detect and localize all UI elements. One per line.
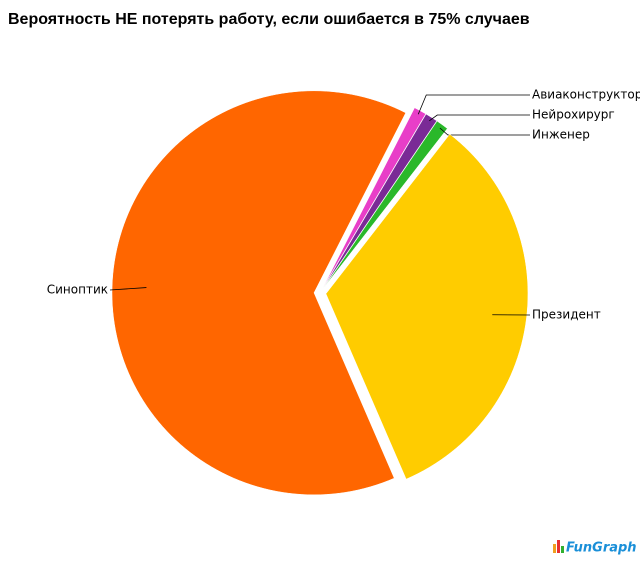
pie-slice	[325, 133, 529, 480]
logo-bar	[553, 544, 556, 553]
logo-text: FunGraph	[566, 541, 637, 556]
leader-line	[417, 94, 530, 115]
pie-slice	[323, 120, 448, 289]
leader-line	[109, 287, 147, 291]
slice-label: Синоптик	[47, 283, 108, 297]
logo-bar	[557, 540, 560, 553]
pie-slice	[322, 107, 427, 288]
leader-line	[439, 127, 530, 136]
pie-slice	[322, 113, 438, 289]
slice-label: Президент	[532, 308, 601, 322]
leader-line	[429, 114, 530, 122]
logo-bar	[561, 546, 564, 553]
chart-title: Вероятность НЕ потерять работу, если оши…	[8, 11, 530, 28]
slice-label: Инженер	[532, 128, 590, 142]
pie-slice	[111, 90, 407, 496]
logo: FunGraph	[553, 540, 637, 556]
slice-label: Нейрохирург	[532, 108, 615, 122]
slice-label: Авиаконструктор	[532, 88, 640, 102]
